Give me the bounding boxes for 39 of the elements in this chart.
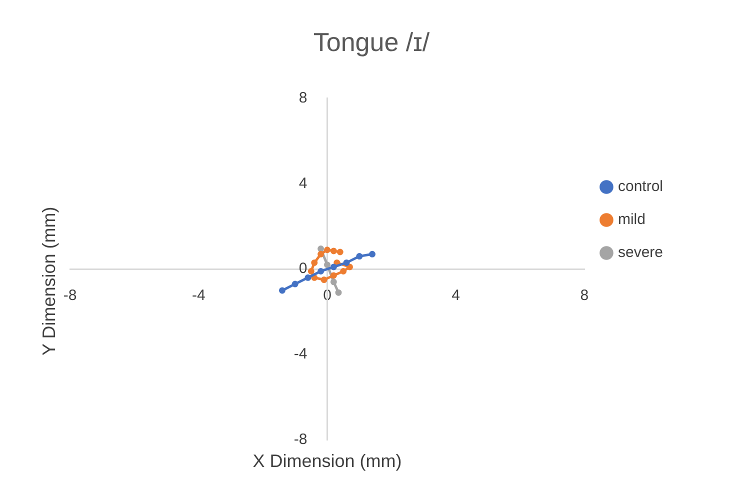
y-tick-label: 4 [298, 174, 308, 192]
point [304, 274, 312, 281]
legend-label: severe [618, 244, 664, 262]
y-tick-label: 0 [298, 260, 308, 278]
chart-title: Tongue /ɪ/ [313, 26, 430, 57]
point [346, 264, 353, 270]
point [340, 268, 347, 274]
legend-label: control [618, 178, 664, 196]
point [308, 268, 314, 274]
point [278, 287, 286, 294]
point [369, 250, 376, 258]
point [330, 272, 337, 279]
point [324, 246, 330, 254]
x-tick-label: -8 [63, 287, 77, 304]
y-tick-label: -4 [294, 346, 308, 363]
point [336, 248, 344, 256]
x-tick-label: 4 [452, 287, 460, 304]
y-tick-label: 8 [298, 89, 308, 106]
x-axis-title: X Dimension (mm) [252, 450, 402, 471]
y-tick-label: -8 [294, 431, 308, 448]
point [318, 250, 324, 258]
point [334, 259, 340, 266]
point [318, 268, 324, 274]
point [330, 248, 337, 254]
legend-label: mild [618, 211, 646, 228]
point [318, 246, 324, 252]
point [292, 280, 298, 288]
point [356, 253, 363, 260]
point [330, 278, 337, 286]
point [320, 276, 328, 284]
x-tick-label: 8 [580, 287, 589, 304]
point [324, 262, 330, 268]
y-axis-title: Y Dimension (mm) [38, 206, 59, 356]
point [343, 259, 350, 266]
point [311, 259, 318, 266]
point [311, 274, 318, 281]
x-tick-label: -4 [192, 287, 206, 304]
point [335, 289, 342, 296]
point [330, 264, 337, 270]
